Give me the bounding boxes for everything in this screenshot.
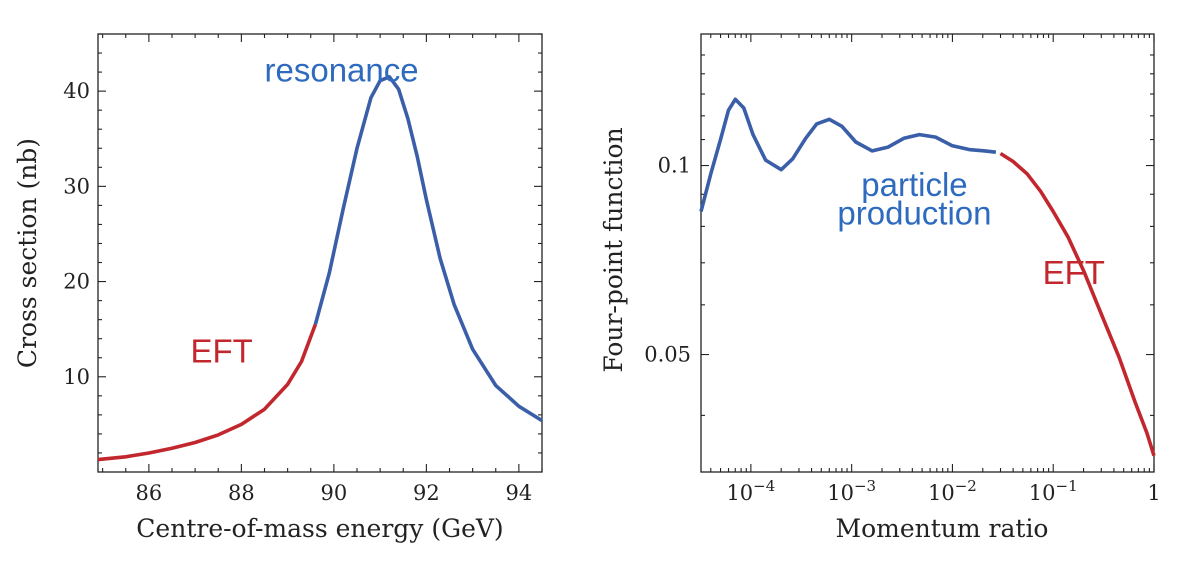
momentum-chart-y-axis-label: Four-point function xyxy=(599,127,628,372)
x-tick-label: 1 xyxy=(1147,481,1160,505)
energy-chart-tick-labels: 86 88 90 92 94 10 20 30 40 xyxy=(63,79,532,505)
energy-chart-x-axis-label: Centre-of-mass energy (GeV) xyxy=(136,514,503,543)
momentum-chart-frame xyxy=(700,33,1155,473)
energy-chart-ticks xyxy=(98,33,543,472)
x-tick-label: 88 xyxy=(228,481,255,505)
y-tick-label: 40 xyxy=(63,79,90,103)
momentum-chart: 10−4 10−3 10−2 10−1 1 0.05 0.1 particleproduct… xyxy=(599,33,1161,543)
momentum-chart-lines xyxy=(699,97,1156,457)
x-tick-label: 94 xyxy=(506,481,533,505)
momentum-chart-ticks xyxy=(701,34,1155,472)
momentum-chart-x-axis-label: Momentum ratio xyxy=(835,514,1048,543)
y-tick-label: 10 xyxy=(63,365,90,389)
x-tick-label: 10−1 xyxy=(1029,477,1078,505)
y-tick-label: 30 xyxy=(63,174,90,198)
energy-chart: 86 88 90 92 94 10 20 30 40 resonance EFT Centre-o… xyxy=(13,33,543,543)
annotation-resonance: resonance xyxy=(265,52,419,89)
particle-production-curve xyxy=(699,97,997,212)
x-tick-label: 10−3 xyxy=(827,477,876,505)
energy-chart-frame xyxy=(97,33,543,473)
momentum-chart-tick-labels: 10−4 10−3 10−2 10−1 1 0.05 0.1 xyxy=(644,154,1160,505)
energy-chart-y-axis-label: Cross section (nb) xyxy=(13,138,42,368)
annotation-particle: particle xyxy=(861,166,967,203)
y-tick-label: 20 xyxy=(63,270,90,294)
x-tick-label: 10−2 xyxy=(928,477,977,505)
x-tick-label: 92 xyxy=(413,481,440,505)
x-tick-label: 10−4 xyxy=(726,477,775,505)
x-tick-label: 90 xyxy=(321,481,348,505)
annotation-production: production xyxy=(837,195,991,232)
eft-curve xyxy=(97,323,318,462)
energy-chart-annotations: resonance EFT xyxy=(191,52,419,370)
y-tick-label: 0.1 xyxy=(658,154,691,178)
y-tick-label: 0.05 xyxy=(644,343,691,367)
energy-chart-lines xyxy=(97,75,543,462)
eft-curve xyxy=(999,151,1156,457)
annotation-eft: EFT xyxy=(1043,254,1105,291)
resonance-curve xyxy=(313,75,543,423)
annotation-eft: EFT xyxy=(191,333,253,370)
x-tick-label: 86 xyxy=(136,481,163,505)
